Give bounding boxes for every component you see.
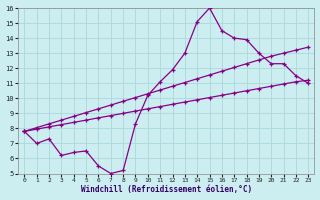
X-axis label: Windchill (Refroidissement éolien,°C): Windchill (Refroidissement éolien,°C)	[81, 185, 252, 194]
